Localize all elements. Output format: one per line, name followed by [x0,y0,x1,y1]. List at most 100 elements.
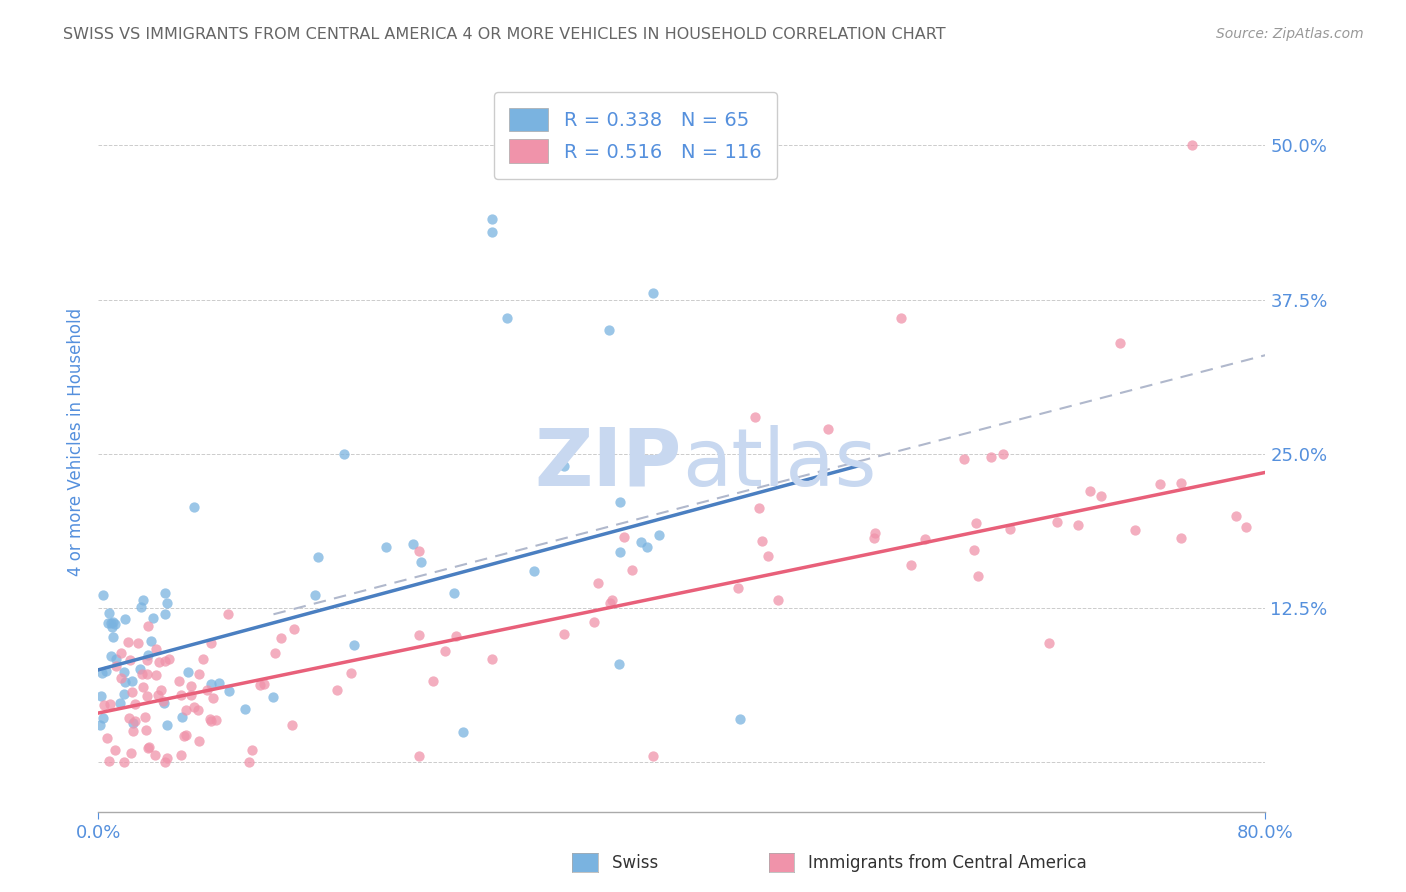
Point [180,689,202,703]
Point [104,617,127,632]
Point [153,654,176,668]
Point [91,588,114,602]
Text: ZIP: ZIP [534,425,682,503]
Point [588,575,610,590]
Point [1234,519,1257,533]
Point [200,677,222,691]
Point [155,607,177,621]
Point [768,593,790,607]
Point [138,739,160,754]
Point [270,631,292,645]
Point [641,286,664,301]
Point [98,606,121,620]
Text: Swiss: Swiss [591,855,658,872]
Point [156,718,179,732]
Point [188,734,211,748]
Point [174,728,197,742]
Point [443,586,465,600]
Point [124,697,146,711]
Point [186,703,208,717]
Point [101,620,124,634]
Point [153,586,176,600]
Point [481,212,503,227]
Point [281,718,304,732]
Point [636,540,658,554]
Point [124,714,146,729]
Point [648,528,671,542]
Point [132,680,155,694]
Point [1046,515,1069,529]
Point [408,543,430,558]
Point [444,629,467,643]
Point [117,635,139,649]
Point [333,447,356,461]
Point [146,688,169,702]
Point [340,666,363,681]
Point [145,667,167,681]
Point [599,596,621,610]
Point [751,534,773,549]
Point [890,311,912,326]
Text: atlas: atlas [682,425,876,503]
Point [114,611,136,625]
Point [173,729,195,743]
Point [253,676,276,690]
Point [172,710,194,724]
Point [953,452,976,467]
Point [169,673,191,688]
Y-axis label: 4 or more Vehicles in Household: 4 or more Vehicles in Household [66,308,84,575]
Point [326,683,349,698]
Point [433,644,456,658]
Point [409,555,432,569]
Point [238,756,260,770]
Point [136,690,159,704]
Point [112,756,135,770]
Point [89,718,111,732]
Point [93,698,115,712]
Point [105,659,128,673]
Point [170,748,193,763]
Point [598,324,620,338]
Point [408,628,430,642]
Point [187,666,209,681]
Point [198,712,221,726]
Point [100,615,122,630]
Point [135,666,157,681]
Point [609,495,631,509]
Point [128,662,150,676]
Point [127,636,149,650]
Point [1225,508,1247,523]
Point [727,581,749,595]
Point [343,638,366,652]
Point [1038,636,1060,650]
Point [998,522,1021,536]
Point [200,714,222,728]
Point [153,697,176,711]
Point [121,724,143,739]
Point [218,683,240,698]
Point [966,569,988,583]
Point [145,641,167,656]
Point [233,701,256,715]
Point [283,622,305,636]
Point [148,655,170,669]
Point [481,225,503,239]
Point [900,558,922,572]
Point [98,754,121,768]
Point [451,724,474,739]
Point [607,657,630,671]
Point [131,667,153,681]
Point [156,751,179,765]
Point [94,664,117,678]
Point [600,593,623,607]
Point [402,537,425,551]
Point [374,540,396,554]
Point [120,653,142,667]
Point [630,535,652,549]
Point [91,711,114,725]
Point [747,501,769,516]
Point [756,549,779,563]
Point [129,600,152,615]
Point [97,615,120,630]
Point [121,716,143,731]
